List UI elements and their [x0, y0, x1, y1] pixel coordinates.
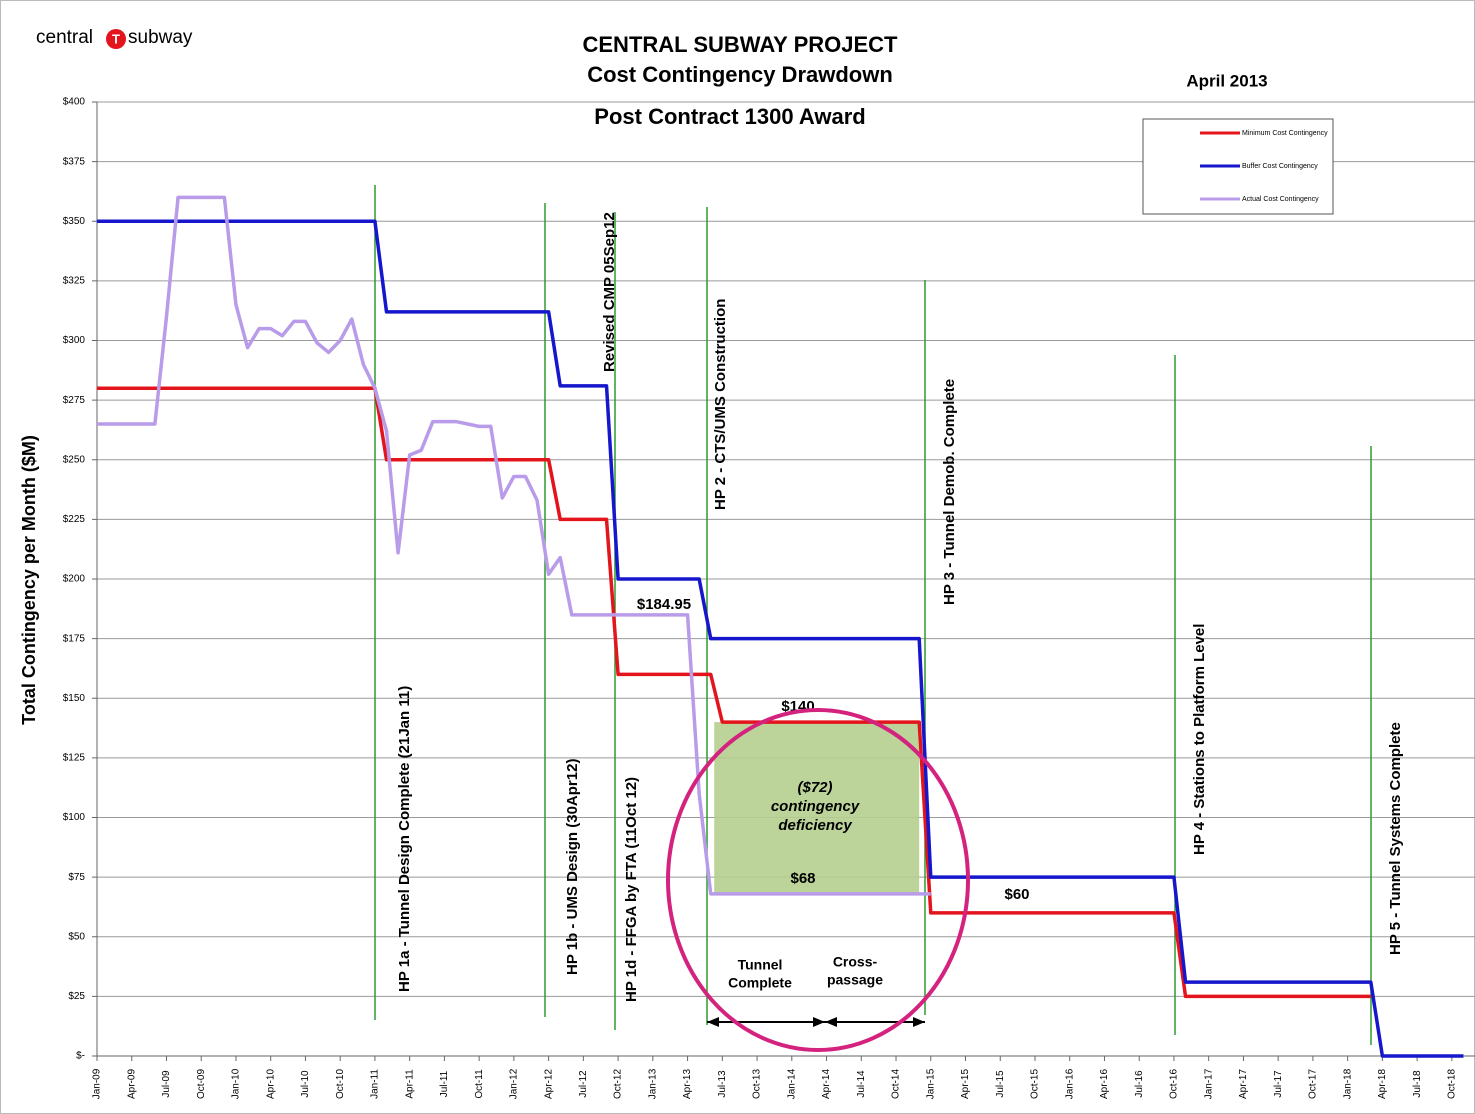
x-tick-label: Jul-10 — [300, 1070, 311, 1098]
y-tick-label: $75 — [68, 872, 85, 883]
x-tick-label: Oct-16 — [1169, 1069, 1180, 1099]
arrow-head — [913, 1017, 925, 1027]
milestone-label: HP 5 - Tunnel Systems Complete — [1387, 722, 1404, 955]
highlight-ellipse — [666, 708, 970, 1052]
x-tick-label: Oct-13 — [752, 1069, 763, 1099]
x-tick-label: Apr-18 — [1377, 1069, 1388, 1099]
logo-left: central — [36, 27, 93, 48]
phase-label: passage — [827, 972, 883, 988]
y-tick-label: $300 — [63, 335, 86, 346]
legend-label: Buffer Cost Contingency — [1242, 163, 1318, 170]
x-tick-label: Jul-14 — [856, 1070, 867, 1098]
x-tick-label: Oct-12 — [613, 1069, 624, 1099]
x-tick-label: Jul-13 — [717, 1070, 728, 1098]
y-tick-label: $225 — [63, 514, 86, 525]
x-tick-label: Apr-10 — [265, 1069, 276, 1099]
milestone-label: HP 2 - CTS/UMS Construction — [712, 299, 729, 510]
x-tick-label: Jan-09 — [92, 1068, 103, 1099]
x-tick-label: Oct-17 — [1308, 1069, 1319, 1099]
x-tick-label: Jul-09 — [161, 1070, 172, 1098]
x-tick-label: Jul-16 — [1134, 1070, 1145, 1098]
y-tick-label: $325 — [63, 276, 86, 287]
x-tick-label: Apr-14 — [821, 1069, 832, 1099]
x-tick-label: Apr-09 — [126, 1069, 137, 1099]
y-tick-label: $350 — [63, 216, 86, 227]
y-tick-label: $150 — [63, 693, 86, 704]
deficiency-note: ($72) — [797, 779, 832, 796]
x-tick-label: Oct-09 — [196, 1069, 207, 1099]
legend-label: Actual Cost Contingency — [1242, 196, 1319, 203]
chart-title: CENTRAL SUBWAY PROJECT — [583, 32, 899, 57]
x-tick-label: Oct-15 — [1030, 1069, 1041, 1099]
series-line — [97, 386, 1371, 999]
x-tick-label: Jul-15 — [995, 1070, 1006, 1098]
arrow-head — [825, 1017, 837, 1027]
annotation: $68 — [790, 870, 815, 887]
y-tick-label: $100 — [63, 812, 86, 823]
arrow-head — [707, 1017, 719, 1027]
phase-label: Complete — [728, 975, 792, 991]
chart-subtitle: Cost Contingency Drawdown — [587, 62, 893, 87]
x-tick-label: Jan-12 — [509, 1068, 520, 1099]
deficiency-area — [714, 722, 920, 894]
x-tick-label: Apr-12 — [543, 1069, 554, 1099]
x-tick-label: Oct-14 — [891, 1069, 902, 1099]
annotation: $184.95 — [637, 596, 691, 613]
y-tick-label: $250 — [63, 454, 86, 465]
chart-subtitle: Post Contract 1300 Award — [594, 104, 865, 129]
y-tick-label: $275 — [63, 395, 86, 406]
y-axis-label: Total Contingency per Month ($M) — [19, 435, 39, 725]
x-tick-label: Apr-16 — [1099, 1069, 1110, 1099]
x-tick-label: Jan-15 — [925, 1068, 936, 1099]
y-tick-label: $- — [76, 1051, 85, 1062]
arrow-head — [813, 1017, 825, 1027]
x-tick-label: Jan-17 — [1203, 1068, 1214, 1099]
phase-label: Cross- — [833, 954, 878, 970]
x-tick-label: Jan-11 — [370, 1069, 381, 1099]
logo-circle — [106, 29, 126, 49]
x-tick-label: Apr-17 — [1238, 1069, 1249, 1099]
phase-label: Tunnel — [738, 957, 783, 973]
logo-mark: T — [112, 31, 120, 46]
milestone-label: Revised CMP 05Sep12 — [601, 212, 618, 372]
x-tick-label: Jan-13 — [647, 1068, 658, 1099]
milestone-label: HP 1a - Tunnel Design Complete (21Jan 11… — [396, 686, 413, 992]
x-tick-label: Jul-18 — [1412, 1070, 1423, 1098]
x-tick-label: Oct-18 — [1447, 1069, 1458, 1099]
y-tick-label: $200 — [63, 574, 86, 585]
annotation: $60 — [1004, 886, 1029, 903]
deficiency-note: contingency — [771, 798, 860, 815]
milestone-label: HP 4 - Stations to Platform Level — [1191, 624, 1208, 855]
y-tick-label: $125 — [63, 753, 86, 764]
logo-right: subway — [128, 27, 193, 48]
milestone-label: HP 1d - FFGA by FTA (11Oct 12) — [623, 777, 640, 1002]
x-tick-label: Apr-13 — [682, 1069, 693, 1099]
x-tick-label: Oct-11 — [474, 1069, 485, 1099]
x-tick-label: Apr-11 — [404, 1069, 415, 1099]
x-tick-label: Jul-12 — [578, 1070, 589, 1098]
x-tick-label: Jul-11 — [439, 1070, 450, 1097]
x-tick-label: Jul-17 — [1273, 1070, 1284, 1098]
y-tick-label: $25 — [68, 991, 85, 1002]
x-tick-label: Oct-10 — [335, 1069, 346, 1099]
milestone-label: HP 3 - Tunnel Demob. Complete — [941, 379, 958, 605]
deficiency-note: deficiency — [778, 817, 852, 834]
milestone-label: HP 1b - UMS Design (30Apr12) — [564, 759, 581, 975]
date-note: April 2013 — [1186, 71, 1267, 90]
x-tick-label: Jan-16 — [1064, 1068, 1075, 1099]
x-tick-label: Jan-14 — [786, 1068, 797, 1099]
legend-label: Minimum Cost Contingency — [1242, 130, 1328, 137]
y-tick-label: $175 — [63, 633, 86, 644]
y-tick-label: $400 — [63, 97, 86, 108]
y-tick-label: $375 — [63, 156, 86, 167]
series-line — [97, 219, 1464, 1058]
x-tick-label: Apr-15 — [960, 1069, 971, 1099]
series-line — [97, 195, 931, 896]
x-tick-label: Jan-10 — [231, 1068, 242, 1099]
y-tick-label: $50 — [68, 931, 85, 942]
x-tick-label: Jan-18 — [1342, 1068, 1353, 1099]
